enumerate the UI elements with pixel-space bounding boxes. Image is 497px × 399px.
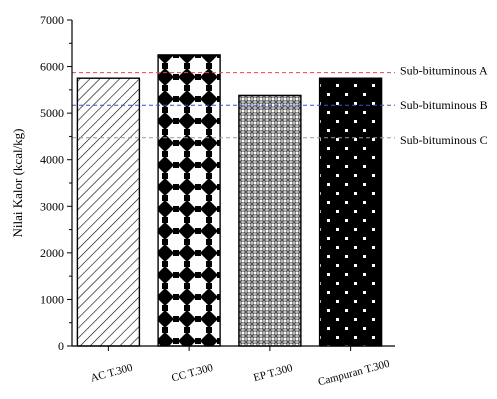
y-tick-label: 0 bbox=[58, 339, 64, 353]
bar-ac-t-300 bbox=[76, 77, 141, 347]
y-tick-label: 6000 bbox=[40, 60, 64, 74]
bar-cc-t-300 bbox=[157, 54, 221, 347]
y-tick-label: 4000 bbox=[40, 153, 64, 167]
reference-label-sub-bituminous-c: Sub-bituminous C bbox=[400, 133, 488, 147]
y-tick-label: 2000 bbox=[40, 246, 64, 260]
y-tick-label: 1000 bbox=[40, 292, 64, 306]
y-tick-label: 3000 bbox=[40, 199, 64, 213]
x-tick-label: Campuran T.300 bbox=[317, 358, 392, 389]
y-tick-label: 7000 bbox=[40, 13, 64, 27]
y-axis-title: Nilai Kalor (kcal/kg) bbox=[10, 128, 25, 237]
reference-label-sub-bituminous-b: Sub-bituminous B bbox=[400, 98, 488, 112]
x-tick-label: AC T.300 bbox=[89, 362, 134, 385]
x-tick-label: EP T.300 bbox=[252, 362, 294, 384]
x-tick-label: CC T.300 bbox=[170, 362, 215, 385]
bar-campuran-t-300 bbox=[318, 77, 383, 347]
reference-label-sub-bituminous-a: Sub-bituminous A bbox=[400, 64, 488, 78]
y-tick-label: 5000 bbox=[40, 106, 64, 120]
bar-ep-t-300 bbox=[238, 94, 302, 347]
